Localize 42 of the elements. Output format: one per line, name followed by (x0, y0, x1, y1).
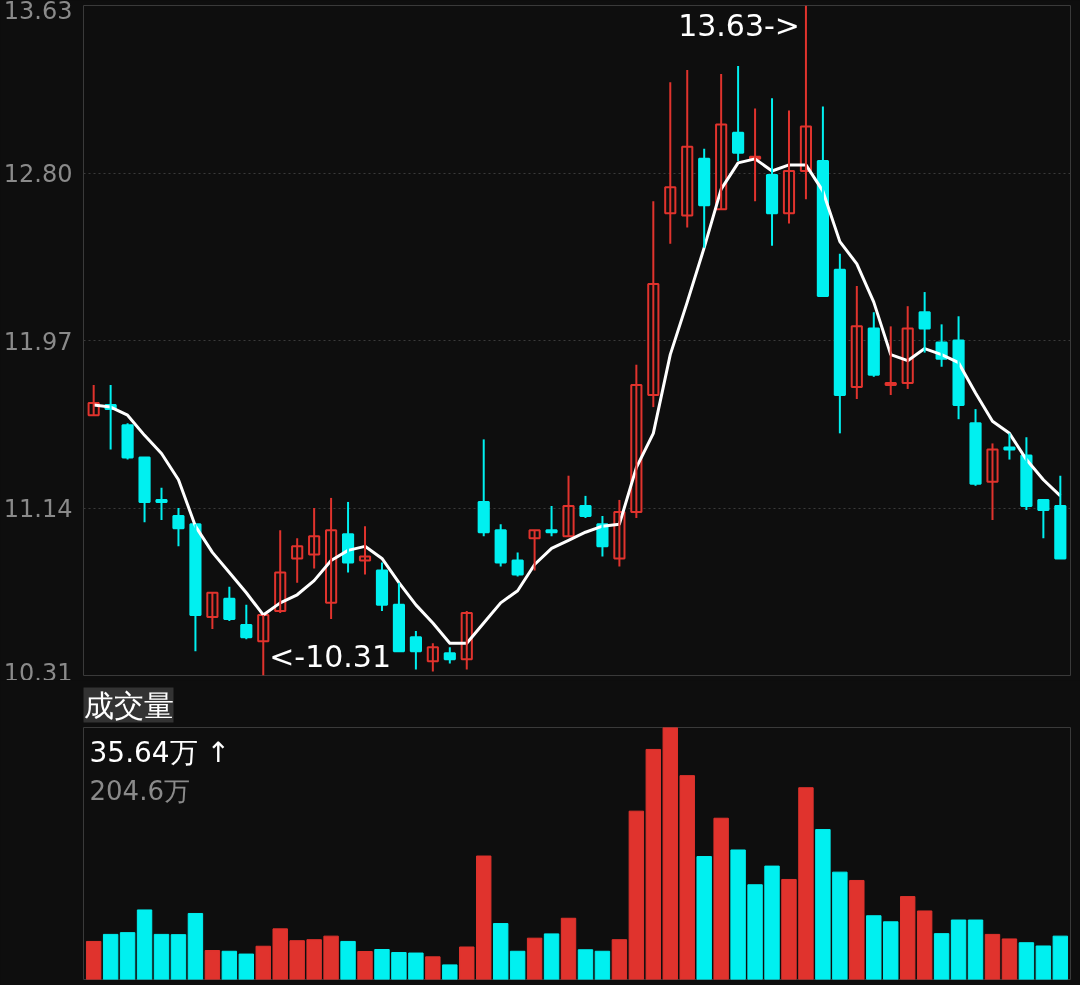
candlestick (1003, 432, 1016, 461)
candlestick (562, 474, 575, 538)
bar (425, 956, 441, 980)
candlestick (138, 456, 151, 524)
bar (153, 933, 170, 980)
bar (102, 933, 119, 980)
candlestick (969, 408, 982, 487)
bar (357, 951, 373, 980)
bar (577, 949, 594, 980)
annotation: 13.63-> (678, 7, 801, 43)
bar (713, 817, 729, 980)
y-tick-label: 11.14 (3, 495, 73, 523)
bar (119, 932, 136, 980)
bar (696, 856, 712, 980)
bar (170, 934, 187, 980)
bar (543, 933, 560, 980)
annotation: <-10.31 (269, 638, 392, 674)
candlestick (579, 494, 592, 520)
bar (933, 933, 950, 980)
chart-title: 成交量 (83, 687, 174, 723)
bar (560, 917, 577, 980)
bar (187, 912, 204, 980)
y-tick-label: 11.97 (3, 327, 73, 356)
bar (967, 919, 984, 980)
bar (950, 919, 967, 980)
bar (340, 940, 356, 980)
bar (1018, 942, 1035, 980)
y-tick-label: 10.31 (3, 658, 73, 687)
bar (849, 879, 865, 980)
bar (204, 950, 221, 980)
annotation: 35.64万 ↑ (89, 735, 231, 769)
y-tick-label: 13.63 (3, 0, 73, 25)
bar (984, 933, 1001, 980)
bar (526, 937, 543, 980)
bar (136, 909, 153, 980)
bar (1001, 938, 1018, 980)
bar (85, 940, 102, 980)
candlestick (986, 442, 999, 522)
bar (594, 950, 611, 980)
annotation: 204.6万 (89, 775, 190, 806)
y-tick-label: 12.80 (3, 160, 73, 188)
bar (442, 964, 458, 980)
